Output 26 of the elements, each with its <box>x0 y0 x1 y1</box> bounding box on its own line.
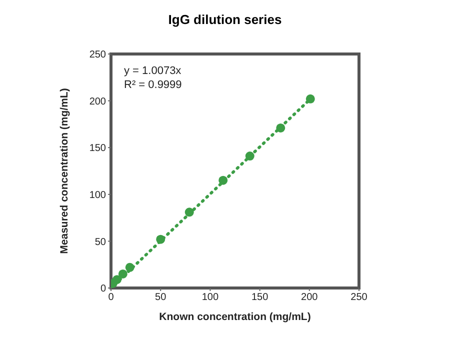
x-tick-label: 200 <box>301 292 318 304</box>
y-tick-label: 250 <box>89 50 106 61</box>
chart-title: IgG dilution series <box>167 12 283 27</box>
point <box>156 234 166 244</box>
point <box>184 208 194 217</box>
y-tick-label: 100 <box>89 190 106 201</box>
point <box>125 262 134 272</box>
point <box>306 94 315 104</box>
x-tick-label: 150 <box>251 292 269 304</box>
y-tick-label: 50 <box>94 236 106 248</box>
point <box>276 123 286 132</box>
annotation: y = 1.0073x <box>124 65 182 77</box>
x-tick-label: 0 <box>108 292 114 304</box>
annotation: R² = 0.9999 <box>124 79 182 91</box>
point <box>112 275 122 284</box>
x-tick-label: 250 <box>350 292 368 304</box>
x-tick-label: 50 <box>155 292 167 304</box>
point <box>245 152 254 161</box>
y-axis-title: Measured concentration (mg/mL) <box>58 88 71 254</box>
y-tick-label: 200 <box>89 96 106 108</box>
y-tick-label: 0 <box>100 284 106 295</box>
x-tick-label: 100 <box>202 292 219 304</box>
x-axis-title: Known concentration (mg/mL) <box>159 311 311 323</box>
point <box>118 269 128 278</box>
point <box>218 176 228 185</box>
y-tick-label: 150 <box>89 143 106 154</box>
